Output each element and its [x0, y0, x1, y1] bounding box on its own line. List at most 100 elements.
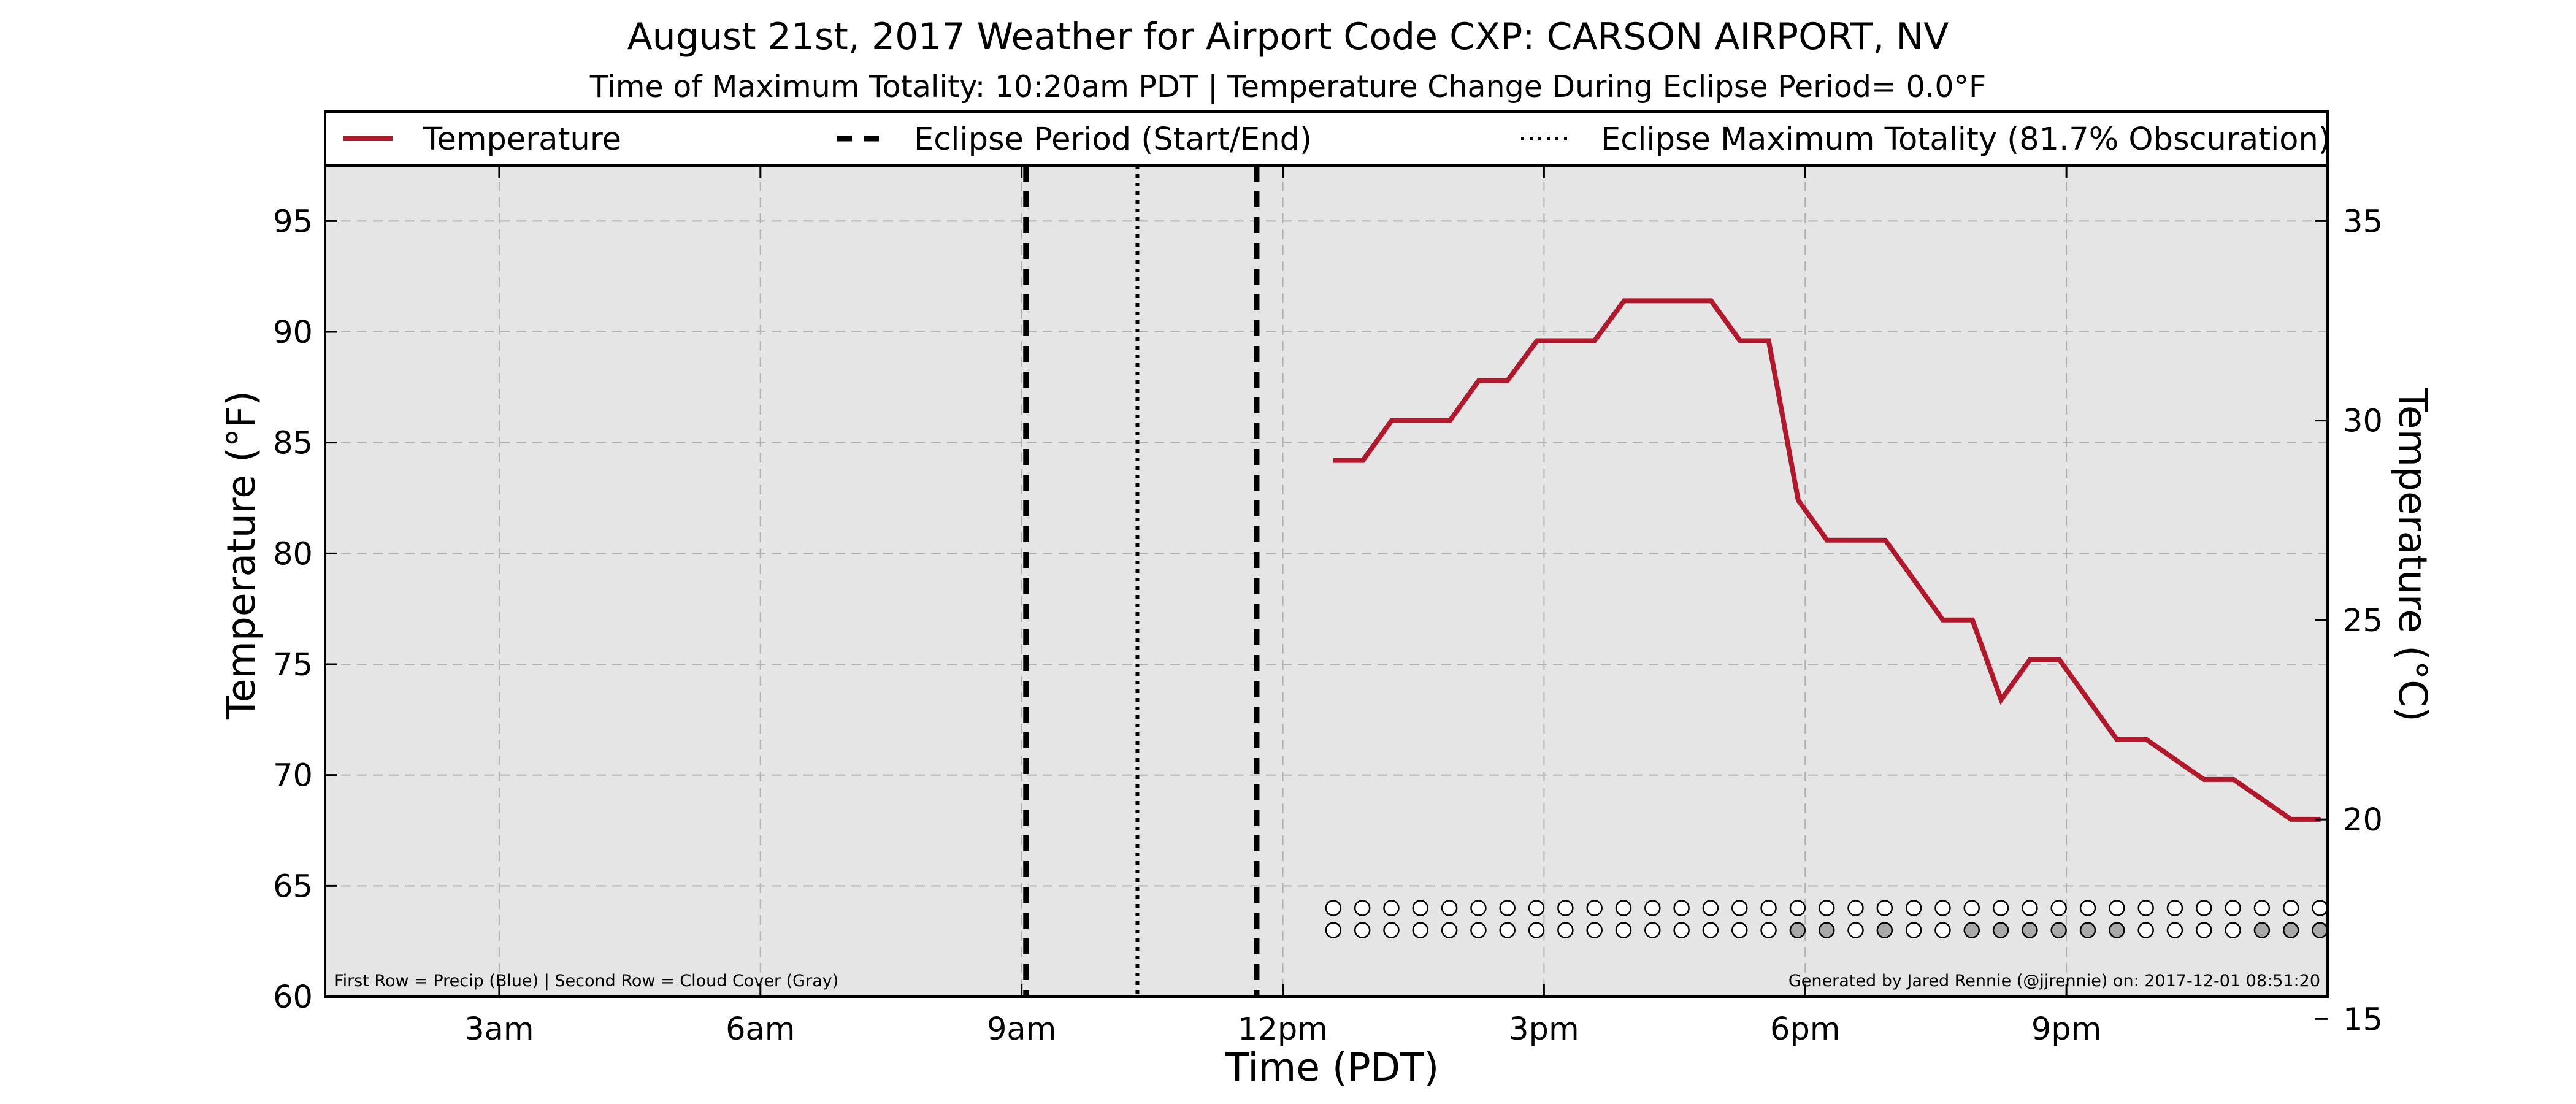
cloud-cover-marker — [1934, 922, 1951, 938]
y-right-tick-label: 35 — [2343, 204, 2383, 240]
plot-area: 3am 6am 9am 12pm 3pm 6pm 9pm 60 65 70 75 80 85 90 95 15… — [273, 164, 2383, 1048]
precip-marker — [1876, 900, 1893, 916]
cloud-cover-marker — [1557, 922, 1574, 938]
precip-marker — [1441, 900, 1458, 916]
cloud-cover-marker — [1673, 922, 1690, 938]
precip-marker — [1383, 900, 1400, 916]
precip-marker — [1528, 900, 1545, 916]
precip-marker — [1818, 900, 1835, 916]
footnote-right: Generated by Jared Rennie (@jjrennie) on… — [1788, 972, 2320, 991]
x-tick-label: 6am — [726, 1011, 795, 1048]
y-right-tick-label: 20 — [2343, 802, 2383, 838]
legend-label: Eclipse Maximum Totality (81.7% Obscurat… — [1601, 121, 2331, 158]
precip-marker — [1963, 900, 1980, 916]
cloud-cover-marker — [1818, 922, 1835, 938]
precip-marker — [1992, 900, 2009, 916]
precip-marker — [2196, 900, 2212, 916]
y-tick-label: 95 — [273, 204, 313, 240]
cloud-cover-marker — [1470, 922, 1487, 938]
precip-marker — [1731, 900, 1748, 916]
legend-label: Temperature — [423, 121, 621, 158]
cloud-cover-marker — [1963, 922, 1980, 938]
cloud-cover-marker — [1992, 922, 2009, 938]
footnote-left: First Row = Precip (Blue) | Second Row =… — [334, 972, 838, 991]
precip-marker — [1586, 900, 1603, 916]
cloud-cover-marker — [1847, 922, 1864, 938]
cloud-cover-marker — [2225, 922, 2241, 938]
x-tick-label: 6pm — [1770, 1011, 1841, 1048]
legend-box — [324, 110, 2329, 167]
cloud-cover-marker — [1789, 922, 1806, 938]
precip-marker — [1905, 900, 1922, 916]
cloud-cover-marker — [2196, 922, 2212, 938]
cloud-cover-marker — [1499, 922, 1516, 938]
temperature-series-line — [1333, 298, 2321, 822]
cloud-cover-marker — [2079, 922, 2096, 938]
cloud-cover-marker — [2166, 922, 2183, 938]
cloud-cover-marker — [2022, 922, 2038, 938]
legend-label: Eclipse Period (Start/End) — [914, 121, 1312, 158]
cloud-cover-marker — [1760, 922, 1777, 938]
cloud-cover-marker — [1412, 922, 1429, 938]
y-tick-label: 85 — [273, 426, 313, 462]
precip-marker — [1557, 900, 1574, 916]
y-tick-label: 65 — [273, 868, 313, 905]
y-axis-label-right: Temperature (°C) — [2390, 388, 2435, 722]
cloud-cover-marker — [1528, 922, 1545, 938]
cloud-cover-marker — [1325, 922, 1342, 938]
chart-title: August 21st, 2017 Weather for Airport Co… — [627, 15, 1949, 58]
precip-marker — [2079, 900, 2096, 916]
precip-marker — [1470, 900, 1487, 916]
y-tick-label: 60 — [273, 979, 313, 1016]
y-tick-label: 90 — [273, 315, 313, 351]
chart-subtitle: Time of Maximum Totality: 10:20am PDT | … — [589, 69, 1986, 104]
precip-marker — [2109, 900, 2125, 916]
precip-marker — [1760, 900, 1777, 916]
y-right-tick-label: 15 — [2343, 1002, 2383, 1038]
precip-marker — [2166, 900, 2183, 916]
precip-marker — [1354, 900, 1371, 916]
legend: Temperature Eclipse Period (Start/End) Ecl… — [324, 110, 2331, 167]
precip-marker — [2253, 900, 2271, 916]
y-tick-label: 80 — [273, 536, 313, 572]
y-tick-label: 70 — [273, 758, 313, 794]
cloud-cover-marker — [1354, 922, 1371, 938]
precip-marker — [1325, 900, 1342, 916]
cloud-cover-marker — [1702, 922, 1719, 938]
y-right-tick-label: 30 — [2343, 404, 2383, 440]
cloud-cover-marker — [2137, 922, 2154, 938]
y-right-tick-label: 25 — [2343, 603, 2383, 639]
cloud-cover-marker — [1586, 922, 1603, 938]
precip-marker — [1644, 900, 1661, 916]
precip-marker — [2050, 900, 2067, 916]
x-tick-label: 3pm — [1509, 1011, 1579, 1048]
cloud-cover-marker — [1644, 922, 1661, 938]
precip-marker — [2022, 900, 2038, 916]
precip-marker — [1615, 900, 1632, 916]
cloud-cover-marker — [1876, 922, 1893, 938]
precip-marker — [1934, 900, 1951, 916]
x-tick-label: 9am — [987, 1011, 1056, 1048]
plot-background — [325, 166, 2328, 997]
y-axis-label: Temperature (°F) — [219, 391, 264, 720]
precip-marker — [2137, 900, 2154, 916]
precip-marker — [1847, 900, 1864, 916]
cloud-cover-marker — [2282, 922, 2299, 938]
precip-marker — [1702, 900, 1719, 916]
cloud-cover-marker — [1441, 922, 1458, 938]
x-tick-label: 3am — [464, 1011, 534, 1048]
y-tick-label: 75 — [273, 647, 313, 683]
cloud-cover-marker — [1731, 922, 1748, 938]
precip-marker — [1789, 900, 1806, 916]
x-tick-label: 12pm — [1238, 1011, 1328, 1048]
cloud-cover-marker — [1615, 922, 1632, 938]
cloud-cover-marker — [2050, 922, 2067, 938]
cloud-cover-marker — [2312, 922, 2328, 938]
x-tick-label: 9pm — [2031, 1011, 2102, 1048]
cloud-cover-marker — [2109, 922, 2125, 938]
x-axis-label: Time (PDT) — [1225, 1045, 1439, 1090]
precip-marker — [2282, 900, 2299, 916]
precip-marker — [1499, 900, 1516, 916]
precip-marker — [1673, 900, 1690, 916]
